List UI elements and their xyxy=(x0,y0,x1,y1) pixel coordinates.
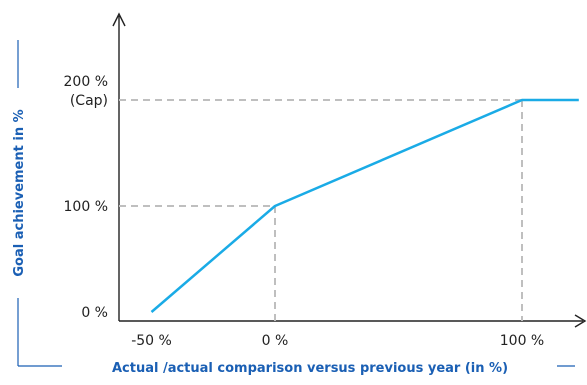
y-axis-arrow xyxy=(112,12,126,27)
y-tick-sublabel: (Cap) xyxy=(70,93,108,109)
x-axis-title: Actual /actual comparison versus previou… xyxy=(112,361,508,376)
x-tick-label: 100 % xyxy=(500,333,544,349)
series-line-0 xyxy=(150,98,579,313)
x-axis-arrow xyxy=(574,314,587,328)
y-tick-label: 200 % xyxy=(64,74,108,90)
y-tick-label: 100 % xyxy=(64,199,108,215)
x-tick-label: -50 % xyxy=(131,333,172,349)
x-tick-label: 0 % xyxy=(262,333,289,349)
y-axis-title: Goal achievement in % xyxy=(12,109,27,276)
y-tick-label: 0 % xyxy=(81,305,108,321)
